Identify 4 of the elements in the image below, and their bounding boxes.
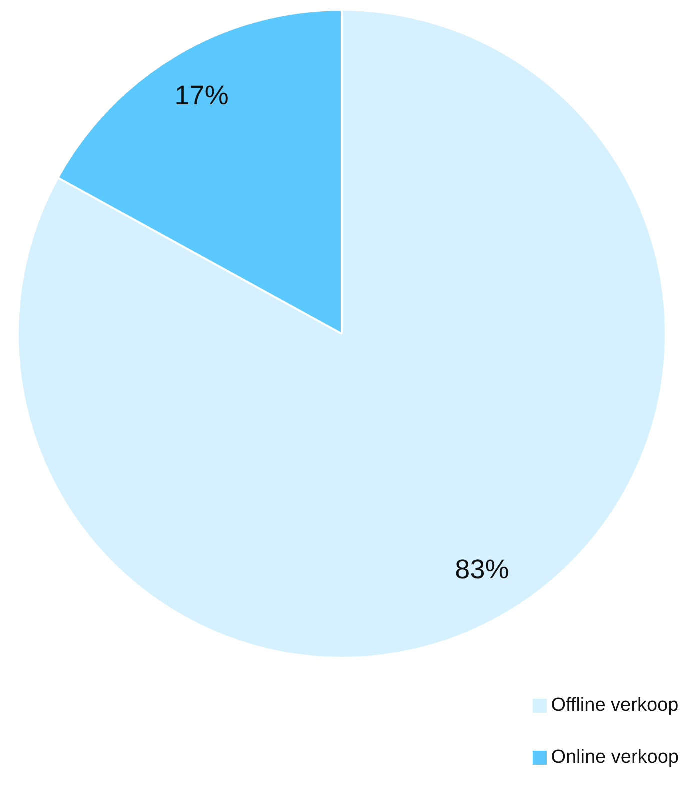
legend-label: Online verkoop bbox=[551, 747, 679, 769]
slice-label: Offline verkoop bbox=[551, 695, 679, 717]
data-label: 17% bbox=[174, 80, 229, 110]
data-label: 83% bbox=[455, 554, 510, 584]
